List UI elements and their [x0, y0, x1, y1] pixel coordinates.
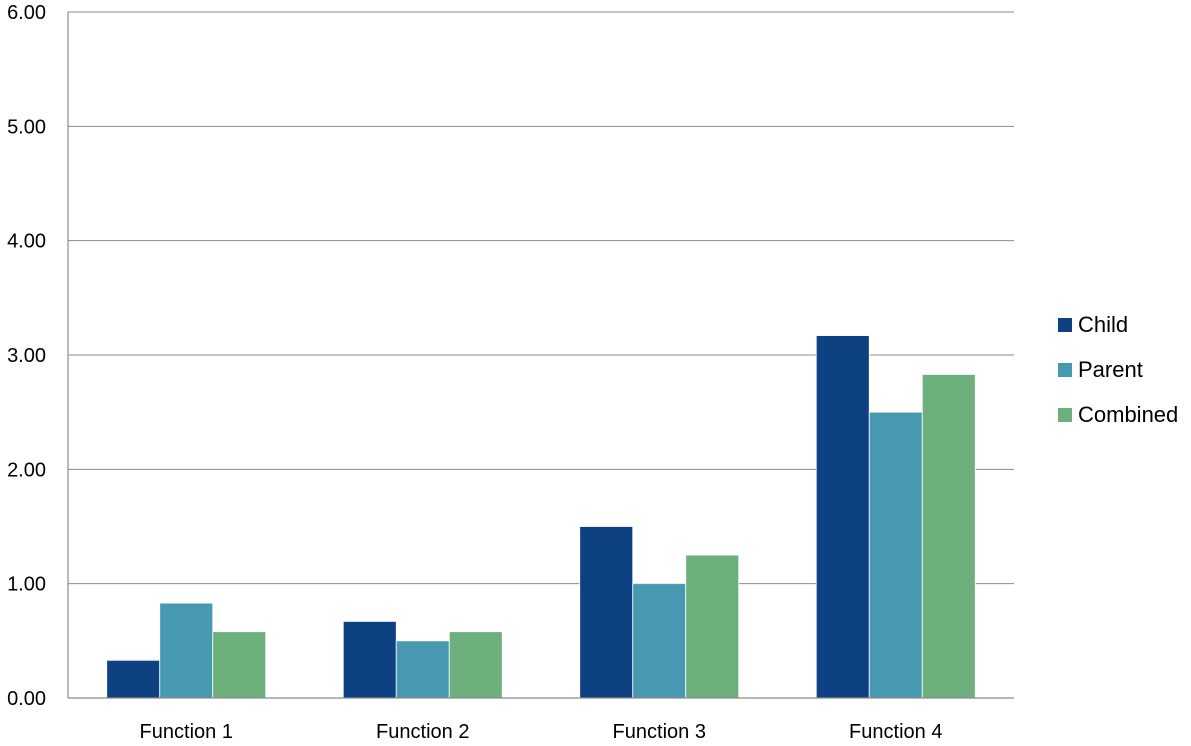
bar-combined-function-3	[685, 554, 740, 699]
bar-child-function-1	[106, 659, 161, 699]
x-category-label: Function 4	[849, 721, 942, 743]
y-axis-tick-labels: 0.00 1.00 2.00 3.00 4.00 5.00 6.00	[7, 2, 46, 710]
y-tick-label: 2.00	[7, 459, 46, 481]
axes	[67, 12, 1014, 699]
x-axis-category-labels: Function 1 Function 2 Function 3 Function 4	[140, 721, 943, 743]
bar-parent-function-3	[632, 583, 687, 699]
bar-parent-function-1	[159, 602, 214, 699]
y-tick-label: 1.00	[7, 574, 46, 596]
bar-combined-function-4	[921, 374, 976, 699]
y-tick-label: 5.00	[7, 116, 46, 138]
bar-combined-function-1	[212, 631, 267, 699]
x-category-label: Function 3	[613, 721, 706, 743]
bar-child-function-4	[815, 335, 870, 699]
bars	[106, 335, 976, 699]
legend-swatch-parent	[1058, 363, 1072, 377]
bar-parent-function-2	[395, 640, 450, 699]
legend-swatch-combined	[1058, 408, 1072, 422]
bar-combined-function-2	[448, 631, 503, 699]
legend-swatch-child	[1058, 318, 1072, 332]
y-tick-label: 6.00	[7, 2, 46, 24]
bar-parent-function-4	[868, 411, 923, 699]
legend-label-combined: Combined	[1078, 402, 1178, 427]
bar-child-function-2	[342, 620, 397, 699]
y-tick-label: 0.00	[7, 688, 46, 710]
legend: Child Parent Combined	[1058, 312, 1178, 427]
legend-label-parent: Parent	[1078, 357, 1143, 382]
x-category-label: Function 1	[140, 721, 233, 743]
legend-label-child: Child	[1078, 312, 1128, 337]
y-tick-label: 3.00	[7, 345, 46, 367]
x-category-label: Function 2	[376, 721, 469, 743]
bar-child-function-3	[579, 526, 634, 699]
y-tick-label: 4.00	[7, 231, 46, 253]
